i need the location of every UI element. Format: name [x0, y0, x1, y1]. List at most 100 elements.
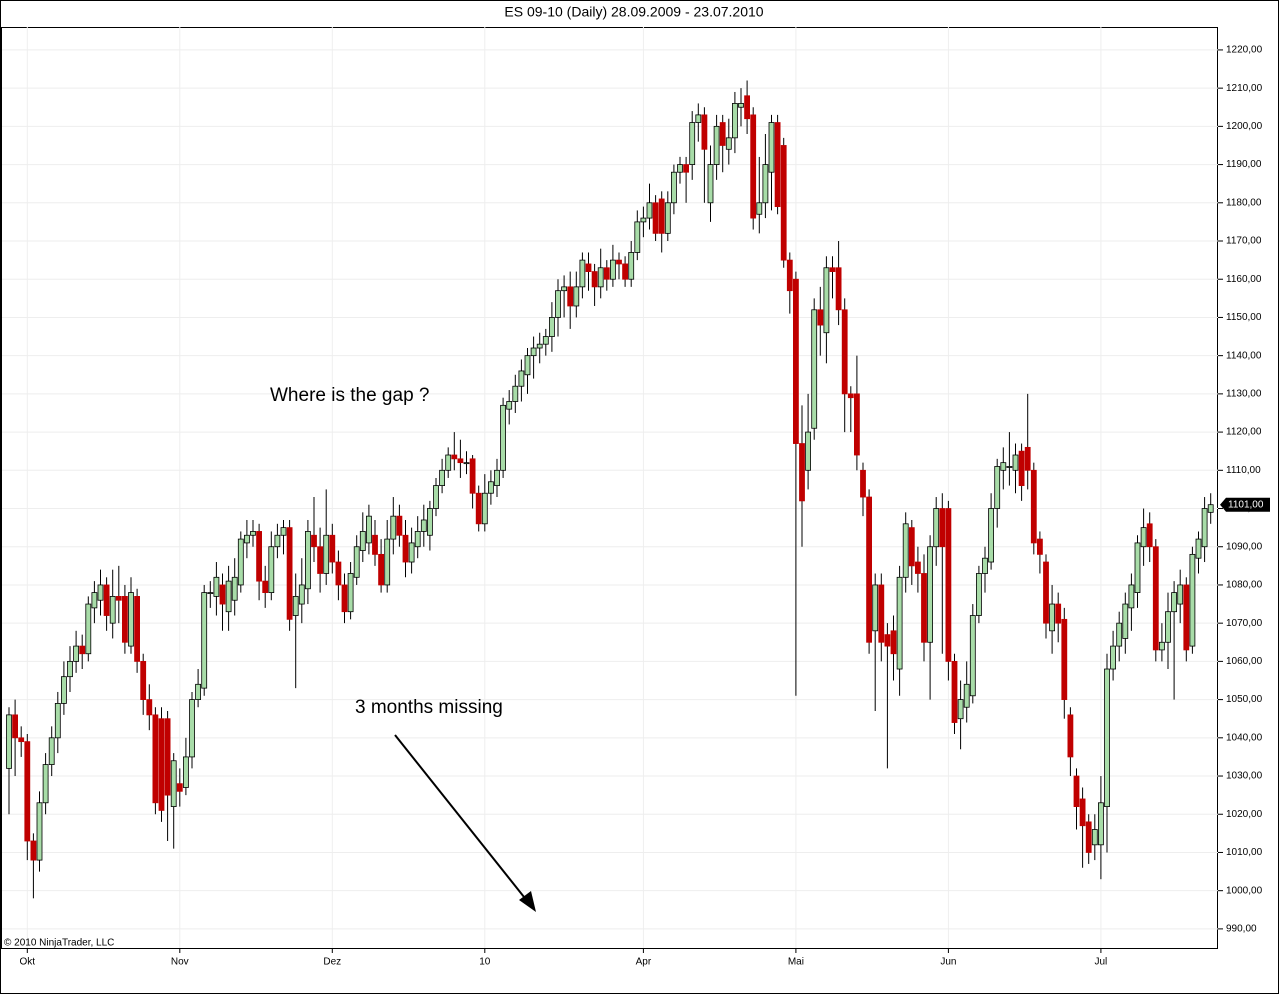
candle-body: [884, 634, 891, 647]
candle-body: [243, 534, 250, 544]
candle-body: [97, 584, 104, 601]
candle-body: [646, 202, 653, 219]
candle-body: [1171, 592, 1177, 613]
candle-body: [372, 534, 378, 555]
candle-body: [231, 576, 238, 601]
candle-body: [762, 164, 769, 204]
y-tick-label: 1070,00: [1226, 618, 1263, 629]
candle-body: [640, 217, 647, 223]
candle-body: [353, 546, 360, 578]
candle-body: [945, 508, 952, 662]
candle-body: [634, 221, 641, 253]
candle-body: [6, 714, 12, 769]
candle-body: [1189, 553, 1196, 647]
candle-body: [1183, 584, 1190, 651]
candle-body: [219, 584, 226, 605]
candle-body: [793, 278, 799, 444]
candle-body: [1037, 538, 1043, 555]
chart-title: ES 09-10 (Daily) 28.09.2009 - 23.07.2010: [504, 4, 763, 20]
candle-body: [664, 202, 671, 234]
candle-body: [408, 542, 415, 563]
candle-body: [481, 492, 488, 525]
candle-body: [1146, 523, 1153, 548]
candle-body: [786, 259, 793, 292]
candle-body: [1030, 469, 1037, 544]
candle-body: [48, 737, 55, 765]
candle-body: [115, 596, 122, 601]
candle-body: [689, 122, 696, 165]
candle-body: [426, 508, 433, 536]
y-tick-label: 1210,00: [1226, 83, 1263, 94]
candle-body: [30, 840, 37, 861]
candle-body: [982, 557, 988, 574]
candle-body: [805, 431, 811, 471]
candle-body: [1195, 538, 1202, 559]
candle-body: [201, 592, 208, 689]
candle-body: [1000, 462, 1007, 471]
candle-body: [847, 393, 854, 399]
candle-body: [329, 534, 336, 563]
candle-body: [732, 103, 738, 139]
candle-body: [176, 783, 183, 792]
candle-body: [195, 683, 202, 700]
candle-body: [573, 286, 580, 307]
candle-body: [67, 660, 73, 678]
candle-body: [18, 737, 25, 743]
candle-body: [744, 95, 750, 120]
candle-body: [280, 527, 287, 536]
candle-body: [1177, 584, 1184, 605]
last-price-label: 1101,00: [1228, 499, 1264, 510]
y-tick-label: 1180,00: [1226, 197, 1262, 208]
candle-body: [579, 259, 586, 288]
x-tick-label: 10: [479, 957, 491, 968]
candle-body: [536, 343, 543, 349]
candle-body: [603, 267, 610, 280]
candle-body: [756, 202, 763, 215]
candle-body: [976, 573, 982, 616]
candle-body: [555, 290, 561, 318]
candle-body: [658, 198, 665, 234]
candle-body: [225, 580, 232, 613]
candle-body: [701, 114, 708, 150]
candle-body: [915, 561, 921, 574]
candle-body: [152, 714, 159, 804]
candle-body: [567, 286, 574, 307]
candle-body: [1152, 546, 1159, 651]
candle-body: [799, 443, 805, 502]
candle-body: [1104, 668, 1110, 808]
candle-body: [585, 263, 592, 272]
candle-body: [286, 527, 293, 620]
candle-body: [512, 385, 519, 402]
candle-body: [652, 202, 659, 234]
candle-body: [347, 573, 354, 613]
candle-body: [1079, 798, 1086, 827]
x-tick-label: Apr: [636, 957, 652, 968]
candle-body: [817, 309, 824, 326]
candle-body: [969, 615, 976, 697]
candle-body: [1110, 645, 1116, 670]
candle-body: [1134, 542, 1141, 593]
candle-body: [170, 760, 177, 808]
candle-body: [500, 404, 507, 471]
candle-body: [927, 546, 933, 643]
candle-body: [963, 683, 970, 708]
candle-body: [725, 137, 732, 150]
candle-body: [451, 454, 458, 460]
candle-body: [262, 580, 269, 593]
candle-body: [988, 508, 994, 563]
candle-body: [835, 267, 842, 311]
candle-body: [487, 481, 494, 494]
candle-body: [36, 802, 43, 861]
candle-body: [298, 584, 305, 605]
candle-body: [256, 531, 263, 582]
candle-body: [457, 458, 464, 464]
arrow: [394, 734, 529, 903]
candle-body: [628, 252, 635, 280]
candle-body: [811, 309, 818, 429]
candle-body: [164, 718, 171, 796]
candle-body: [365, 515, 372, 544]
y-tick-label: 1040,00: [1226, 732, 1263, 743]
candle-body: [622, 263, 628, 280]
x-tick-label: Jul: [1095, 957, 1108, 968]
